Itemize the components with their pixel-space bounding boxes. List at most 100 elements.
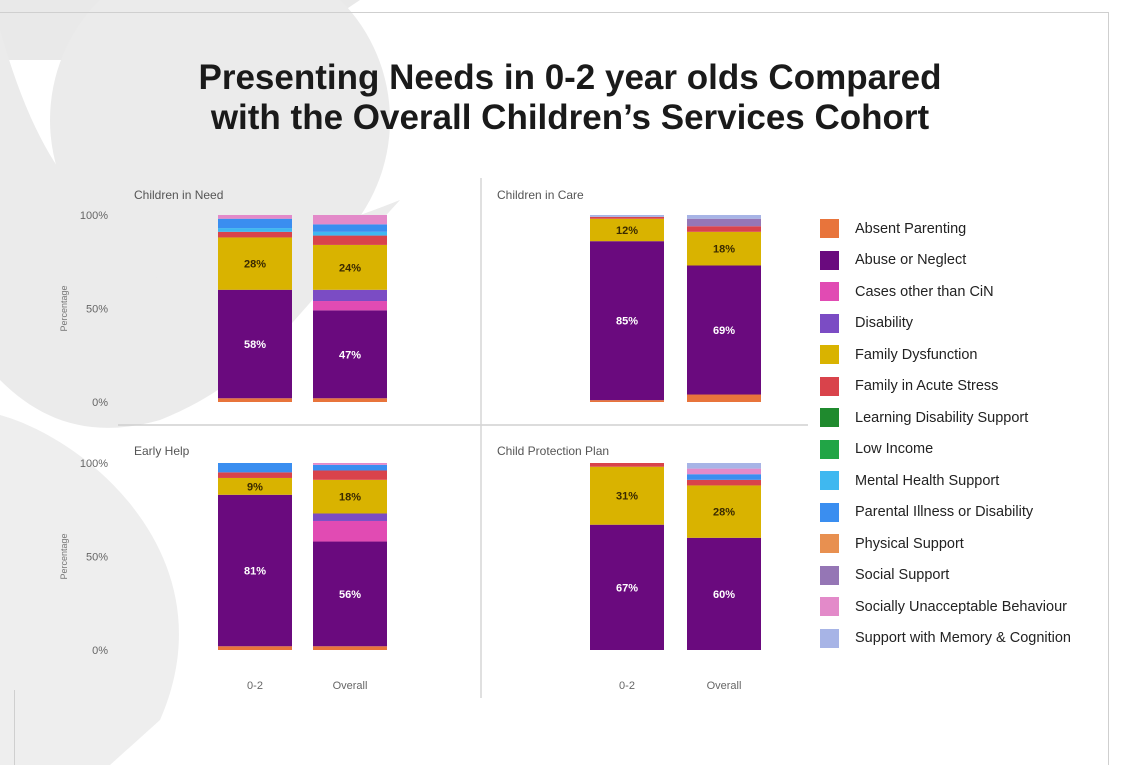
data-label: 56% (339, 589, 361, 601)
legend-item-socially-unacceptable-behaviour: Socially Unacceptable Behaviour (820, 591, 1110, 623)
y-tick-label: 100% (80, 210, 108, 222)
bar-segment-abuse-or-neglect (218, 289, 292, 399)
bar-segment-absent-parenting (590, 400, 664, 402)
legend-item-social-support: Social Support (820, 560, 1110, 592)
bar-segment-family-dysfunction (218, 237, 292, 290)
panel-title: Early Help (134, 444, 190, 458)
x-tick-label: 0-2 (619, 680, 635, 692)
bar-segment-family-in-acute-stress (590, 463, 664, 467)
data-label: 18% (339, 492, 361, 504)
panel-title: Children in Need (134, 188, 223, 202)
legend-item-absent-parenting: Absent Parenting (820, 213, 1110, 245)
panel-child-protection-plan: Child Protection Plan 67% 31% 0-2 60% 28% Over… (497, 444, 761, 692)
legend-swatch (820, 250, 839, 270)
data-label: 58% (244, 339, 266, 351)
bar-segment-support-with-memory-cognition (590, 215, 664, 217)
y-tick-label: 0% (92, 645, 108, 657)
data-label: 12% (616, 225, 638, 237)
y-axis-label: Percentage (59, 285, 69, 331)
legend-item-mental-health-support: Mental Health Support (820, 465, 1110, 497)
legend-label: Parental Illness or Disability (855, 504, 1034, 521)
bar-segment-parental-illness-or-disability (218, 218, 292, 229)
legend-label: Physical Support (855, 535, 964, 552)
bar-segment-family-dysfunction (590, 218, 664, 242)
legend-label: Cases other than CiN (855, 283, 994, 300)
y-tick-label: 50% (86, 552, 108, 564)
legend-label: Absent Parenting (855, 220, 967, 237)
bar-segment-abuse-or-neglect (590, 241, 664, 401)
bar-segment-absent-parenting (218, 398, 292, 402)
bar-segment-abuse-or-neglect (313, 310, 387, 399)
y-tick-label: 100% (80, 458, 108, 470)
bar-segment-socially-unacceptable-behaviour (218, 215, 292, 219)
legend-swatch (820, 313, 839, 333)
legend-item-abuse-or-neglect: Abuse or Neglect (820, 245, 1110, 277)
bar-segment-social-support (687, 218, 761, 227)
bar-segment-parental-illness-or-disability (218, 463, 292, 473)
bar-segment-absent-parenting (313, 398, 387, 402)
bar-segment-support-with-memory-cognition (687, 463, 761, 469)
bar-segment-abuse-or-neglect (687, 265, 761, 395)
frame-left-border (14, 690, 15, 765)
legend-swatch (820, 471, 839, 491)
bar-segment-abuse-or-neglect (687, 537, 761, 650)
bar-segment-mental-health-support (218, 228, 292, 232)
legend-item-family-in-acute-stress: Family in Acute Stress (820, 371, 1110, 403)
bar-segment-cases-other-than-cin (313, 520, 387, 542)
legend-swatch (820, 408, 839, 428)
x-tick-label: 0-2 (247, 680, 263, 692)
data-label: 47% (339, 349, 361, 361)
legend-label: Learning Disability Support (855, 409, 1029, 426)
bar-segment-cases-other-than-cin (313, 301, 387, 311)
y-tick-label: 50% (86, 304, 108, 316)
bar-segment-family-in-acute-stress (590, 216, 664, 219)
legend-swatch (820, 439, 839, 459)
data-label: 18% (713, 244, 735, 256)
legend-item-physical-support: Physical Support (820, 528, 1110, 560)
data-label: 85% (616, 316, 638, 328)
legend-item-cases-other-than-cin: Cases other than CiN (820, 276, 1110, 308)
y-tick-label: 0% (92, 397, 108, 409)
data-label: 67% (616, 582, 638, 594)
legend-label: Disability (855, 315, 914, 332)
bar-segment-parental-illness-or-disability (687, 474, 761, 480)
bar-segment-absent-parenting (218, 646, 292, 650)
legend-label: Family Dysfunction (855, 346, 978, 363)
data-label: 60% (713, 589, 735, 601)
data-label: 69% (713, 325, 735, 337)
y-axis-label: Percentage (59, 533, 69, 579)
data-label: 9% (247, 481, 263, 493)
data-label: 31% (616, 491, 638, 503)
panel-title: Children in Care (497, 188, 584, 202)
bar-segment-abuse-or-neglect (313, 541, 387, 647)
legend-label: Socially Unacceptable Behaviour (855, 598, 1067, 615)
bar-segment-family-in-acute-stress (687, 479, 761, 486)
legend-label: Social Support (855, 567, 950, 584)
x-tick-label: Overall (333, 680, 368, 692)
bar-segment-family-dysfunction (313, 479, 387, 514)
title-line-1: Presenting Needs in 0-2 year olds Compar… (198, 58, 942, 97)
bar-segment-mental-health-support (313, 231, 387, 236)
bar-segment-family-dysfunction (687, 231, 761, 266)
legend-item-disability: Disability (820, 308, 1110, 340)
page-title: Presenting Needs in 0-2 year olds Compar… (150, 58, 990, 138)
bar-segment-family-in-acute-stress (313, 235, 387, 245)
bar-segment-parental-illness-or-disability (313, 464, 387, 471)
bar-segment-family-in-acute-stress (218, 472, 292, 478)
legend-label: Mental Health Support (855, 472, 1000, 489)
bar-segment-socially-unacceptable-behaviour (313, 463, 387, 465)
legend-label: Low Income (855, 441, 934, 458)
legend-swatch (820, 345, 839, 365)
panel-title: Child Protection Plan (497, 444, 609, 458)
panel-children-in-need: Children in Need Percentage 0% 50% 100% 58% 28… (59, 188, 387, 409)
data-label: 24% (339, 262, 361, 274)
legend-swatch (820, 219, 839, 239)
legend-swatch (820, 628, 839, 648)
frame-top-border (0, 12, 1108, 13)
bar-segment-family-in-acute-stress (313, 470, 387, 480)
legend-swatch (820, 502, 839, 522)
data-label: 81% (244, 566, 266, 578)
legend-swatch (820, 597, 839, 617)
legend-swatch (820, 565, 839, 585)
